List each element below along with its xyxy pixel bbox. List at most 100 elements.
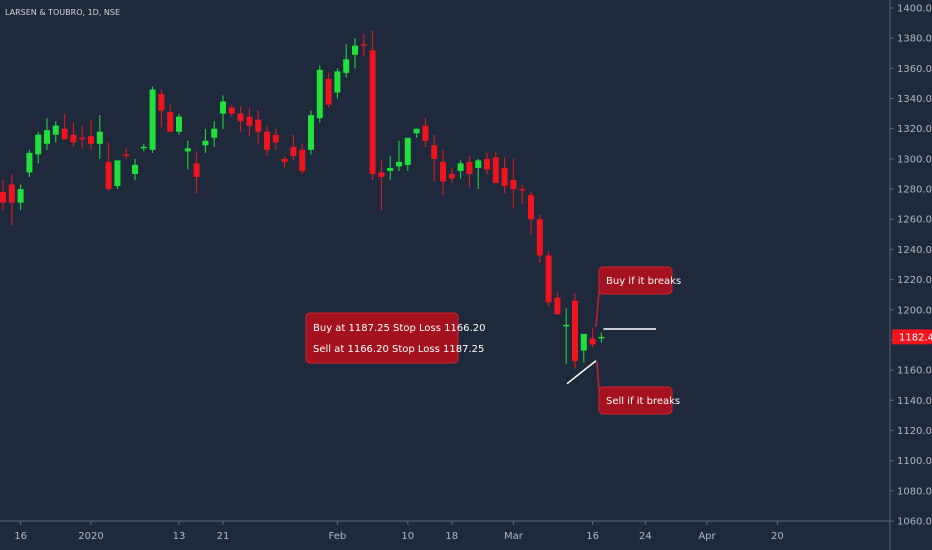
candle[interactable] bbox=[264, 125, 270, 156]
candle[interactable] bbox=[176, 113, 182, 135]
candle[interactable] bbox=[431, 134, 438, 182]
candle[interactable] bbox=[325, 72, 332, 108]
candle[interactable] bbox=[387, 155, 394, 181]
candle[interactable] bbox=[334, 68, 341, 99]
candle-body bbox=[299, 149, 306, 171]
candle[interactable] bbox=[114, 160, 121, 190]
candle[interactable] bbox=[237, 106, 244, 132]
candle-body bbox=[167, 112, 174, 132]
candle[interactable] bbox=[167, 104, 174, 132]
candle[interactable] bbox=[105, 142, 112, 191]
candle[interactable] bbox=[96, 115, 103, 159]
time-axis[interactable]: 16 2020 13 21 Feb 10 18 Mar 16 24 Apr 20 bbox=[0, 520, 890, 542]
candle[interactable] bbox=[545, 250, 552, 307]
candle[interactable] bbox=[466, 155, 473, 188]
candle[interactable] bbox=[211, 121, 218, 147]
candle[interactable] bbox=[281, 155, 288, 168]
candle[interactable] bbox=[299, 143, 306, 174]
candle-body bbox=[281, 158, 288, 162]
candle[interactable] bbox=[528, 192, 534, 235]
candle-body bbox=[88, 136, 94, 144]
price-axis[interactable]: 1060.00 1080.00 1100.00 1120.00 1140.00 1160.… bbox=[889, 0, 932, 550]
price-tick-label: 1140.00 bbox=[897, 396, 932, 407]
candle[interactable] bbox=[193, 151, 200, 194]
candle[interactable] bbox=[52, 121, 59, 143]
candle[interactable] bbox=[0, 180, 6, 211]
candle[interactable] bbox=[308, 110, 314, 155]
candle[interactable] bbox=[589, 327, 596, 348]
candle[interactable] bbox=[123, 148, 130, 159]
price-tick-label: 1360.00 bbox=[897, 64, 932, 75]
candle[interactable] bbox=[290, 134, 297, 161]
candle[interactable] bbox=[484, 152, 490, 174]
price-tick-label: 1340.00 bbox=[897, 94, 932, 105]
candle[interactable] bbox=[132, 158, 138, 181]
candle-body bbox=[193, 163, 200, 177]
candle[interactable] bbox=[17, 184, 24, 211]
candle[interactable] bbox=[360, 33, 367, 57]
time-tick-label: Apr bbox=[698, 531, 716, 542]
candle[interactable] bbox=[202, 128, 209, 153]
candle[interactable] bbox=[316, 65, 323, 123]
candle[interactable] bbox=[519, 184, 526, 205]
time-tick-label: Mar bbox=[504, 531, 524, 542]
candle[interactable] bbox=[536, 214, 543, 263]
candle[interactable] bbox=[158, 89, 165, 128]
candle-body bbox=[8, 184, 15, 203]
candle[interactable] bbox=[475, 158, 482, 190]
candle[interactable] bbox=[70, 122, 77, 147]
candle[interactable] bbox=[140, 143, 147, 152]
candle[interactable] bbox=[343, 44, 350, 78]
candle[interactable] bbox=[184, 140, 191, 170]
candle[interactable] bbox=[369, 30, 376, 181]
candle-body bbox=[149, 89, 156, 150]
candle[interactable] bbox=[492, 151, 499, 184]
candle[interactable] bbox=[149, 86, 156, 153]
candle[interactable] bbox=[572, 293, 578, 369]
candle-body bbox=[132, 164, 138, 174]
candle[interactable] bbox=[8, 173, 15, 226]
price-tick-label: 1280.00 bbox=[897, 185, 932, 196]
candle[interactable] bbox=[26, 149, 33, 177]
candle[interactable] bbox=[448, 167, 455, 184]
candle[interactable] bbox=[501, 157, 508, 194]
candle[interactable] bbox=[440, 149, 446, 196]
candle[interactable] bbox=[228, 104, 235, 117]
candle[interactable] bbox=[272, 128, 279, 150]
candle[interactable] bbox=[378, 160, 385, 211]
candle[interactable] bbox=[396, 140, 402, 171]
candle[interactable] bbox=[510, 158, 517, 209]
candle[interactable] bbox=[352, 38, 358, 69]
time-tick-label: 16 bbox=[586, 531, 599, 542]
candle-body bbox=[96, 131, 103, 144]
candle-body bbox=[140, 146, 147, 149]
candle[interactable] bbox=[255, 110, 262, 144]
candle[interactable] bbox=[554, 291, 561, 315]
candle[interactable] bbox=[457, 160, 464, 179]
candle-body bbox=[105, 161, 112, 190]
candle[interactable] bbox=[79, 125, 86, 149]
candle[interactable] bbox=[598, 332, 605, 343]
sell-break-trendline[interactable] bbox=[566, 360, 597, 385]
time-tick-label: 2020 bbox=[78, 531, 103, 542]
candle[interactable] bbox=[413, 128, 420, 138]
candle[interactable] bbox=[44, 118, 50, 150]
candle-body bbox=[598, 336, 605, 339]
candle[interactable] bbox=[35, 131, 42, 164]
candle-body bbox=[343, 59, 350, 73]
price-tick-label: 1060.00 bbox=[897, 517, 932, 528]
candle-body bbox=[316, 69, 323, 119]
candle[interactable] bbox=[88, 119, 94, 150]
candle[interactable] bbox=[580, 333, 587, 363]
candle-body bbox=[440, 161, 446, 182]
candle[interactable] bbox=[246, 107, 253, 137]
candle[interactable] bbox=[563, 308, 570, 365]
candle-body bbox=[52, 125, 59, 135]
candle[interactable] bbox=[422, 118, 429, 147]
candle-body bbox=[246, 116, 253, 126]
candle[interactable] bbox=[220, 95, 226, 129]
price-tick-label: 1180.00 bbox=[897, 335, 932, 346]
candle[interactable] bbox=[61, 113, 68, 140]
candle[interactable] bbox=[404, 137, 411, 171]
